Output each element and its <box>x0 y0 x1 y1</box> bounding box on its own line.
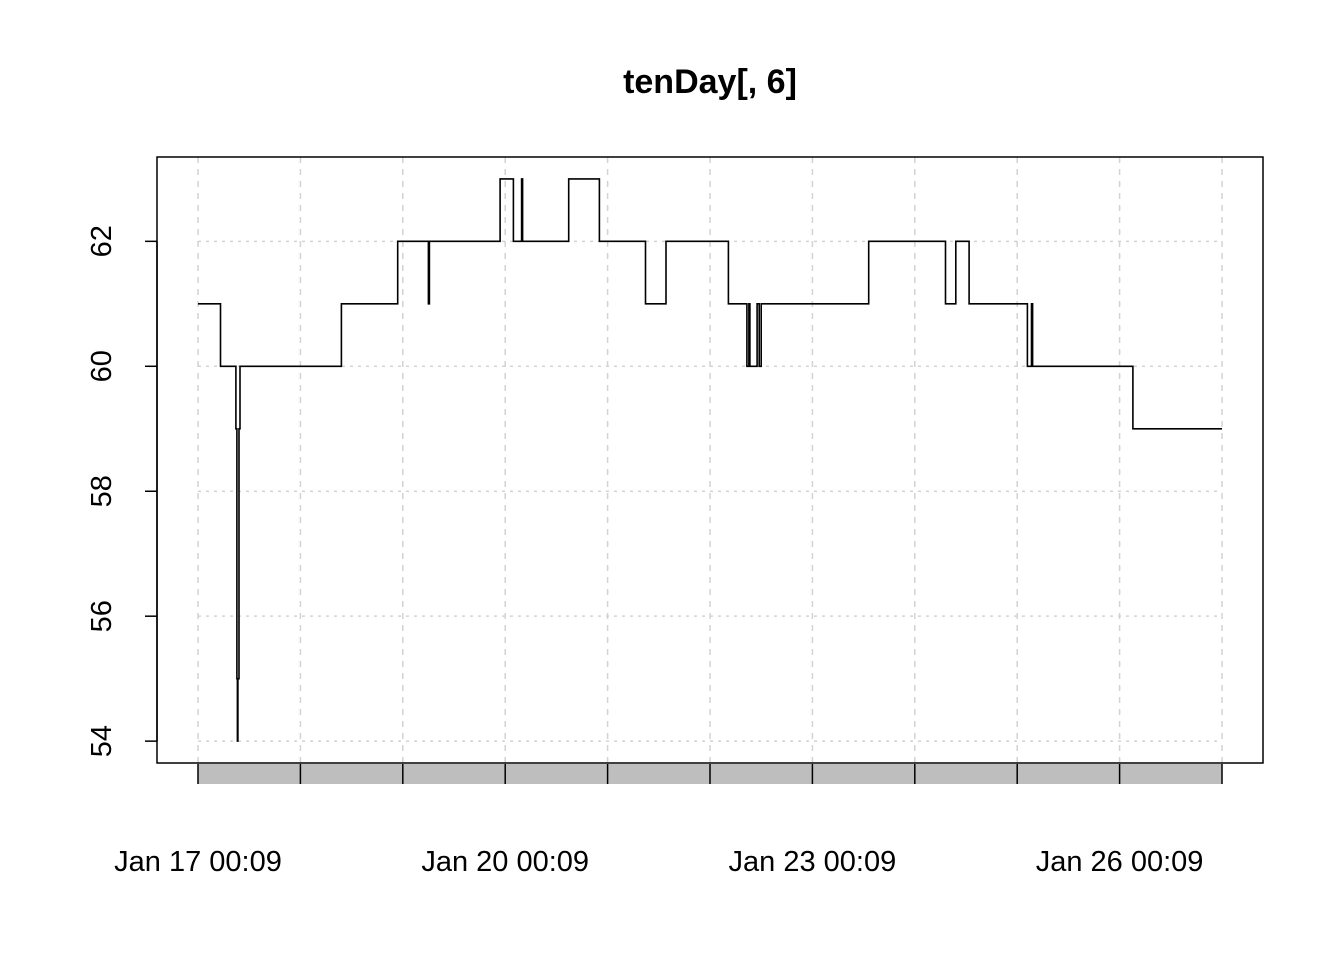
y-axis: 54 56 58 60 62 <box>86 225 158 757</box>
series-line <box>198 178 1222 742</box>
x-axis-band <box>197 764 1223 784</box>
grid <box>197 157 1223 763</box>
x-tick-label: Jan 26 00:09 <box>1036 846 1204 878</box>
x-tick-label: Jan 17 00:09 <box>114 846 282 878</box>
y-tick-label: 60 <box>86 350 118 382</box>
x-axis: Jan 17 00:09 Jan 20 00:09 Jan 23 00:09 Jan … <box>114 846 1203 878</box>
x-tick-label: Jan 20 00:09 <box>421 846 589 878</box>
series-path <box>198 178 1222 742</box>
y-tick-label: 56 <box>86 600 118 632</box>
y-tick-label: 62 <box>86 225 118 257</box>
y-tick-label: 54 <box>86 725 118 757</box>
x-tick-label: Jan 23 00:09 <box>729 846 897 878</box>
y-tick-label: 58 <box>86 475 118 507</box>
chart-title: tenDay[, 6] <box>623 63 797 101</box>
